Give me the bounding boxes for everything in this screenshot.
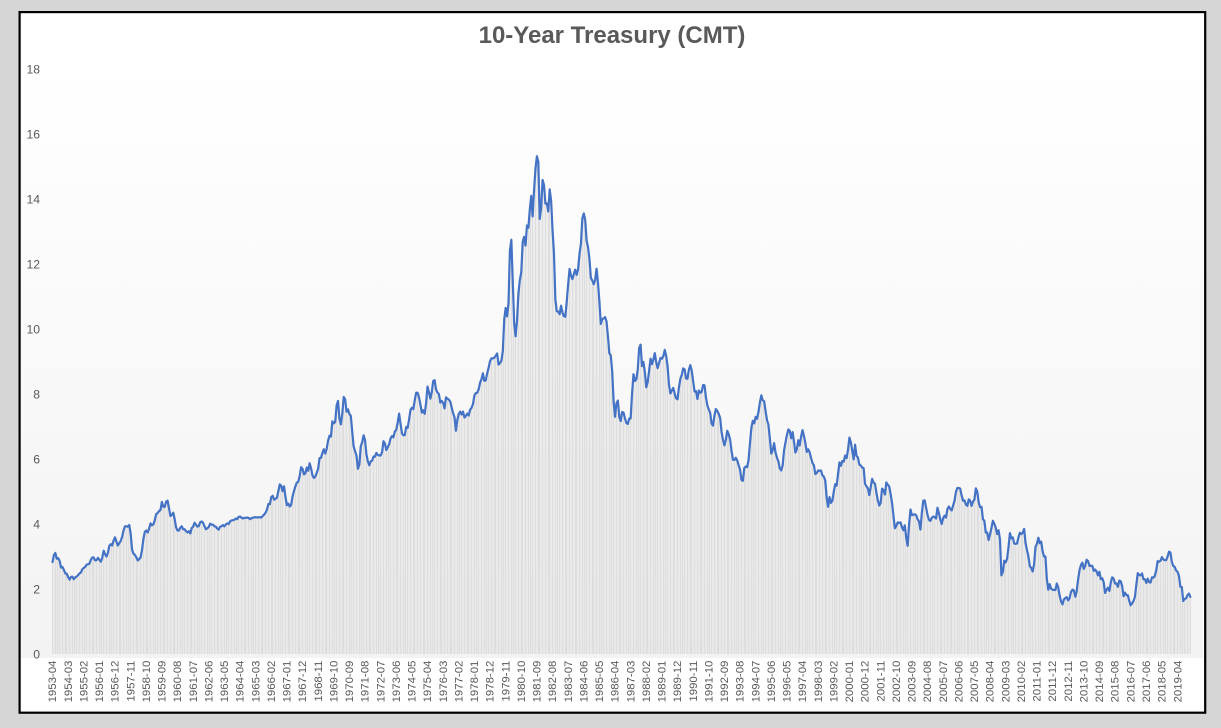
svg-text:1954-03: 1954-03 <box>63 661 75 703</box>
svg-text:10: 10 <box>26 323 40 337</box>
svg-text:2003-09: 2003-09 <box>907 661 919 703</box>
svg-text:1999-02: 1999-02 <box>828 661 840 703</box>
svg-text:2009-03: 2009-03 <box>1000 661 1012 703</box>
svg-text:1966-02: 1966-02 <box>266 661 278 703</box>
svg-text:2018-05: 2018-05 <box>1157 661 1169 703</box>
svg-text:4: 4 <box>33 517 40 531</box>
svg-text:1992-09: 1992-09 <box>719 661 731 703</box>
svg-text:1972-07: 1972-07 <box>375 661 387 703</box>
svg-text:2016-07: 2016-07 <box>1125 661 1137 703</box>
svg-text:2000-01: 2000-01 <box>844 661 856 703</box>
svg-text:1956-01: 1956-01 <box>94 661 106 703</box>
svg-text:1983-07: 1983-07 <box>563 661 575 703</box>
svg-text:1977-02: 1977-02 <box>453 661 465 703</box>
svg-text:1975-04: 1975-04 <box>422 661 434 703</box>
svg-text:1974-05: 1974-05 <box>407 661 419 703</box>
svg-text:2001-11: 2001-11 <box>875 661 887 702</box>
svg-text:18: 18 <box>26 63 40 77</box>
svg-text:1986-04: 1986-04 <box>610 661 622 703</box>
svg-text:2: 2 <box>33 582 40 596</box>
svg-text:2000-12: 2000-12 <box>860 661 872 703</box>
svg-text:1962-06: 1962-06 <box>203 661 215 703</box>
svg-text:2010-02: 2010-02 <box>1016 661 1028 703</box>
svg-text:14: 14 <box>26 193 40 207</box>
svg-text:1959-09: 1959-09 <box>157 661 169 703</box>
svg-text:0: 0 <box>33 647 40 661</box>
svg-text:12: 12 <box>26 258 40 272</box>
svg-text:1969-10: 1969-10 <box>328 661 340 703</box>
svg-text:1976-03: 1976-03 <box>438 661 450 703</box>
svg-text:8: 8 <box>33 387 40 401</box>
svg-text:2007-05: 2007-05 <box>969 661 981 703</box>
svg-text:1979-11: 1979-11 <box>500 661 512 702</box>
svg-text:1997-04: 1997-04 <box>797 661 809 703</box>
svg-text:1998-03: 1998-03 <box>813 661 825 703</box>
svg-text:1989-12: 1989-12 <box>672 661 684 703</box>
svg-text:1960-08: 1960-08 <box>172 661 184 703</box>
svg-text:1981-09: 1981-09 <box>532 661 544 703</box>
svg-text:1968-11: 1968-11 <box>313 661 325 702</box>
svg-text:1990-11: 1990-11 <box>688 661 700 702</box>
svg-text:2005-07: 2005-07 <box>938 661 950 703</box>
svg-text:2013-10: 2013-10 <box>1078 661 1090 703</box>
svg-text:1961-07: 1961-07 <box>188 661 200 703</box>
svg-text:6: 6 <box>33 452 40 466</box>
svg-text:1996-05: 1996-05 <box>782 661 794 703</box>
svg-text:1991-10: 1991-10 <box>703 661 715 703</box>
svg-text:1993-08: 1993-08 <box>735 661 747 703</box>
svg-text:1988-02: 1988-02 <box>641 661 653 703</box>
svg-text:1982-08: 1982-08 <box>547 661 559 703</box>
svg-text:2019-04: 2019-04 <box>1172 661 1184 703</box>
svg-text:1967-12: 1967-12 <box>297 661 309 703</box>
svg-text:2002-10: 2002-10 <box>891 661 903 703</box>
svg-text:16: 16 <box>26 128 40 142</box>
svg-text:1989-01: 1989-01 <box>657 661 669 703</box>
svg-text:2006-06: 2006-06 <box>953 661 965 703</box>
svg-text:10-Year Treasury (CMT): 10-Year Treasury (CMT) <box>479 22 746 49</box>
svg-text:1978-12: 1978-12 <box>485 661 497 703</box>
svg-text:1980-10: 1980-10 <box>516 661 528 703</box>
svg-text:1985-05: 1985-05 <box>594 661 606 703</box>
svg-text:2015-08: 2015-08 <box>1110 661 1122 703</box>
svg-text:1978-01: 1978-01 <box>469 661 481 703</box>
svg-text:1987-03: 1987-03 <box>625 661 637 703</box>
svg-text:1964-04: 1964-04 <box>235 661 247 703</box>
svg-text:1965-03: 1965-03 <box>250 661 262 703</box>
svg-text:1995-06: 1995-06 <box>766 661 778 703</box>
svg-text:1967-01: 1967-01 <box>282 661 294 703</box>
svg-text:2014-09: 2014-09 <box>1094 661 1106 703</box>
svg-text:2017-06: 2017-06 <box>1141 661 1153 703</box>
svg-text:1957-11: 1957-11 <box>125 661 137 702</box>
svg-text:1971-08: 1971-08 <box>360 661 372 703</box>
svg-text:2011-01: 2011-01 <box>1032 661 1044 702</box>
svg-text:1955-02: 1955-02 <box>78 661 90 703</box>
svg-text:1958-10: 1958-10 <box>141 661 153 703</box>
svg-text:2008-04: 2008-04 <box>985 661 997 703</box>
svg-text:2004-08: 2004-08 <box>922 661 934 703</box>
svg-text:2012-11: 2012-11 <box>1063 661 1075 702</box>
svg-text:1984-06: 1984-06 <box>578 661 590 703</box>
svg-text:1956-12: 1956-12 <box>110 661 122 703</box>
svg-text:1994-07: 1994-07 <box>750 661 762 703</box>
svg-text:2011-12: 2011-12 <box>1047 661 1059 702</box>
svg-text:1973-06: 1973-06 <box>391 661 403 703</box>
svg-text:1953-04: 1953-04 <box>47 661 59 703</box>
svg-text:1963-05: 1963-05 <box>219 661 231 703</box>
svg-text:1970-09: 1970-09 <box>344 661 356 703</box>
